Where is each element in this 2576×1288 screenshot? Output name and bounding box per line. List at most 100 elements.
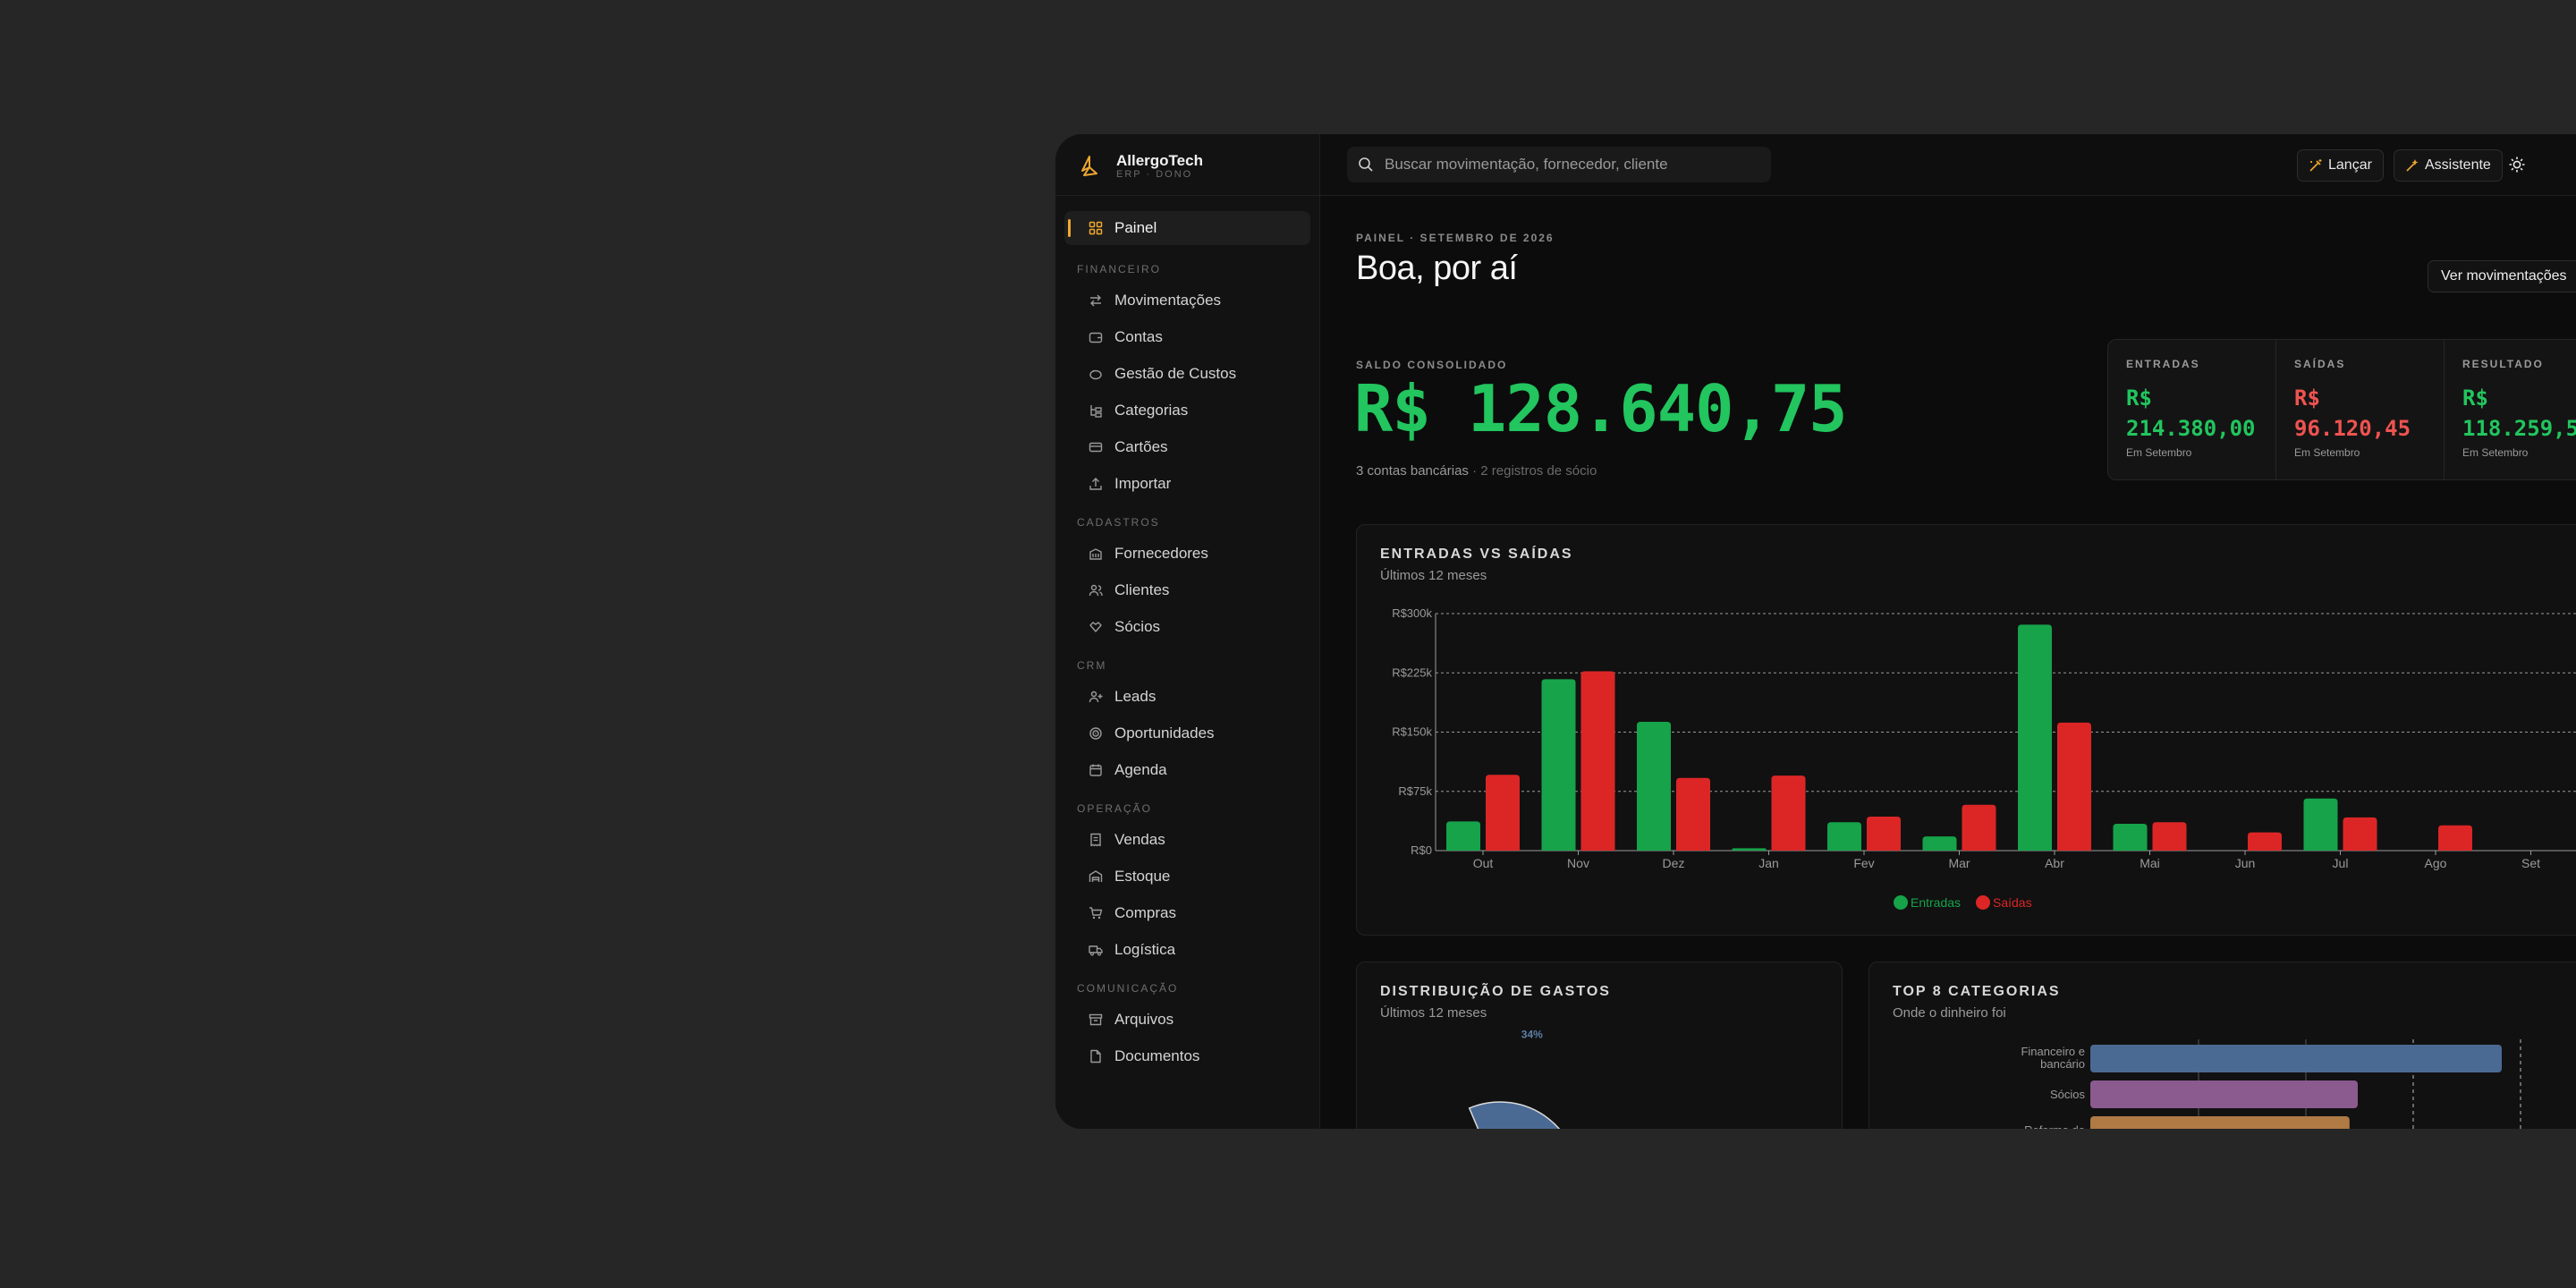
x-tick-label: Nov <box>1567 856 1589 870</box>
y-tick-label: R$225k <box>1392 665 1432 679</box>
sidebar-item-logistica[interactable]: Logística <box>1064 931 1310 968</box>
category-bar <box>2090 1080 2358 1108</box>
x-tick-label: Out <box>1473 856 1494 870</box>
legend-marker <box>1894 895 1908 910</box>
section-cadastros: CADASTROS <box>1077 516 1160 529</box>
grid-icon <box>1088 220 1104 236</box>
sidebar-item-painel[interactable]: Painel <box>1064 211 1310 245</box>
income-expense-bar-chart: R$0 R$75k R$150k R$225k R$300k Out Nov Dez Jan Fe… <box>1392 606 2576 910</box>
sidebar-item-socios[interactable]: Sócios <box>1064 608 1310 645</box>
sidebar-item-leads[interactable]: Leads <box>1064 678 1310 715</box>
sidebar-item-fornecedores[interactable]: Fornecedores <box>1064 535 1310 572</box>
view-movements-button[interactable]: Ver movimentações <box>2428 260 2576 292</box>
archive-icon <box>1088 1012 1104 1028</box>
sun-icon <box>2509 157 2525 173</box>
bar-saidas <box>1867 817 1901 851</box>
stat-saidas[interactable]: SAÍDAS R$ 96.120,45 Em Setembro <box>2276 340 2445 479</box>
sidebar-item-label: Cartões <box>1114 437 1168 455</box>
sidebar-item-arquivos[interactable]: Arquivos <box>1064 1001 1310 1038</box>
y-tick-label: R$0 <box>1411 843 1432 857</box>
card-subtitle: Últimos 12 meses <box>1380 568 1487 583</box>
sidebar-item-label: Fornecedores <box>1114 544 1208 562</box>
stat-label: SAÍDAS <box>2294 358 2346 370</box>
theme-toggle-button[interactable] <box>2504 152 2529 177</box>
section-financeiro: FINANCEIRO <box>1077 263 1162 275</box>
section-operacao: OPERAÇÃO <box>1077 802 1153 815</box>
stat-label: ENTRADAS <box>2126 358 2200 370</box>
sidebar-item-label: Logística <box>1114 940 1176 958</box>
bar-entradas <box>2303 798 2338 851</box>
stat-value: R$ 96.120,45 <box>2294 383 2411 444</box>
bar-entradas <box>1827 822 1861 851</box>
stat-amount: 214.380,00 <box>2126 416 2256 441</box>
upload-icon <box>1088 476 1104 492</box>
sidebar-item-categorias[interactable]: Categorias <box>1064 392 1310 428</box>
x-tick-label: Mar <box>1948 856 1970 870</box>
card-subtitle: Onde o dinheiro foi <box>1893 1005 2006 1021</box>
assistant-button-label: Assistente <box>2425 157 2491 173</box>
brand-name: AllergoTech <box>1116 151 1203 169</box>
stat-resultado[interactable]: RESULTADO R$ 118.259,55 Em Setembro <box>2445 340 2576 479</box>
stat-currency: R$ <box>2126 386 2152 411</box>
x-tick-label: Dez <box>1663 856 1685 870</box>
sidebar-item-label: Gestão de Custos <box>1114 364 1237 382</box>
sidebar-item-importar[interactable]: Importar <box>1064 465 1310 502</box>
magic-wand-icon <box>2309 159 2322 172</box>
stat-entradas[interactable]: ENTRADAS R$ 214.380,00 Em Setembro <box>2108 340 2276 479</box>
users-icon <box>1088 582 1104 598</box>
search-input[interactable] <box>1383 155 1762 174</box>
pie-slice <box>1468 1101 1561 1129</box>
stat-foot: Em Setembro <box>2462 446 2529 459</box>
calendar-icon <box>1088 762 1104 778</box>
sidebar-item-label: Leads <box>1114 687 1157 705</box>
sidebar-item-agenda[interactable]: Agenda <box>1064 751 1310 788</box>
stat-label: RESULTADO <box>2462 358 2544 370</box>
expense-distribution-card: DISTRIBUIÇÃO DE GASTOS Últimos 12 meses … <box>1356 962 1843 1129</box>
sidebar-item-vendas[interactable]: Vendas <box>1064 821 1310 858</box>
building-icon <box>1088 546 1104 562</box>
stat-value: R$ 214.380,00 <box>2126 383 2256 444</box>
stats-panel: ENTRADAS R$ 214.380,00 Em Setembro SAÍDAS… <box>2107 339 2576 480</box>
stat-amount: 96.120,45 <box>2294 416 2411 441</box>
sidebar-item-estoque[interactable]: Estoque <box>1064 858 1310 894</box>
sidebar-item-cartoes[interactable]: Cartões <box>1064 428 1310 465</box>
sidebar-item-compras[interactable]: Compras <box>1064 894 1310 931</box>
sidebar-item-contas[interactable]: Contas <box>1064 318 1310 355</box>
sidebar-item-clientes[interactable]: Clientes <box>1064 572 1310 608</box>
launch-button[interactable]: Lançar <box>2297 149 2384 182</box>
sidebar-item-label: Categorias <box>1114 401 1189 419</box>
sidebar-item-label: Vendas <box>1114 830 1165 848</box>
category-label: bancário <box>2040 1057 2085 1071</box>
sidebar-item-label: Clientes <box>1114 580 1170 598</box>
sidebar-item-label: Oportunidades <box>1114 724 1215 741</box>
arrows-icon <box>1088 292 1104 309</box>
sidebar-item-label: Contas <box>1114 327 1163 345</box>
receipt-icon <box>1088 832 1104 848</box>
category-bar <box>2090 1116 2350 1129</box>
target-icon <box>1088 725 1104 741</box>
category-label: Financeiro e <box>2021 1045 2085 1058</box>
search-box[interactable] <box>1347 147 1771 182</box>
y-tick-label: R$300k <box>1392 606 1432 620</box>
bar-saidas <box>2438 825 2472 851</box>
sparkles-icon <box>2406 159 2419 172</box>
sidebar-item-movimentacoes[interactable]: Movimentações <box>1064 282 1310 318</box>
category-label: Reforma do <box>2024 1123 2085 1129</box>
sidebar-item-documentos[interactable]: Documentos <box>1064 1038 1310 1074</box>
x-tick-label: Abr <box>2045 856 2064 870</box>
piggy-bank-icon <box>1088 366 1104 382</box>
sidebar-item-oportunidades[interactable]: Oportunidades <box>1064 715 1310 751</box>
x-tick-label: Mai <box>2140 856 2160 870</box>
assistant-button[interactable]: Assistente <box>2394 149 2503 182</box>
partner-records-count: · 2 registros de sócio <box>1472 463 1597 479</box>
sidebar-item-gestao-custos[interactable]: Gestão de Custos <box>1064 355 1310 392</box>
x-tick-label: Jan <box>1758 856 1779 870</box>
sidebar-item-label: Documentos <box>1114 1046 1200 1064</box>
brand[interactable]: AllergoTech ERP · DONO <box>1077 148 1203 184</box>
page-eyebrow: PAINEL · SETEMBRO DE 2026 <box>1356 232 1555 244</box>
search-icon <box>1359 157 1373 172</box>
y-tick-label: R$75k <box>1398 784 1432 798</box>
y-tick-label: R$150k <box>1392 725 1432 739</box>
top-categories-card: TOP 8 CATEGORIAS Onde o dinheiro foi Fin… <box>1868 962 2576 1129</box>
